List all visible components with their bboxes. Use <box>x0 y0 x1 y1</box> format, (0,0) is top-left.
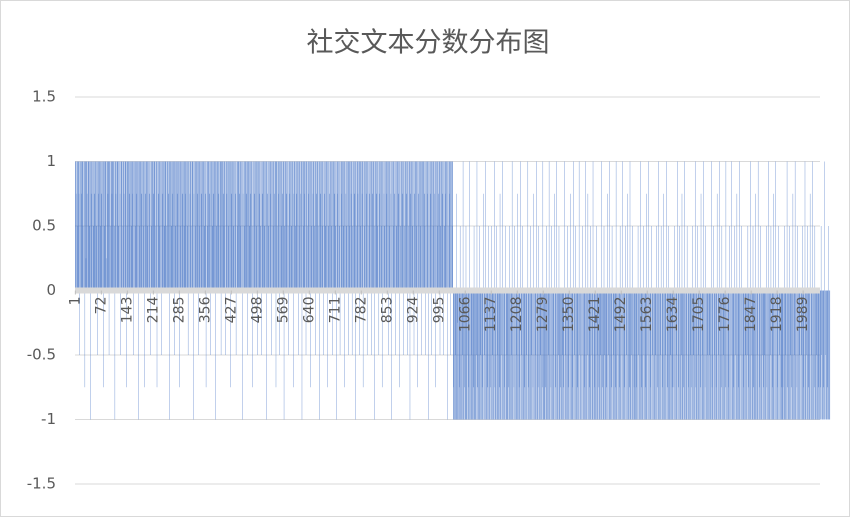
x-tick-label: 427 <box>223 297 239 324</box>
y-tick-label: 0 <box>46 281 56 299</box>
x-tick-label: 214 <box>145 296 161 323</box>
x-tick-label: 72 <box>93 297 109 315</box>
x-tick-label: 1066 <box>457 296 473 332</box>
y-tick-label: -1.5 <box>27 475 56 493</box>
x-tick-label: 1634 <box>665 296 681 332</box>
x-tick-label: 1705 <box>691 297 707 333</box>
x-tick-label: 1208 <box>509 297 525 333</box>
x-tick-label: 995 <box>431 297 447 324</box>
x-tick-label: 569 <box>275 297 291 324</box>
x-tick-label: 356 <box>197 296 213 323</box>
x-tick-label: 711 <box>327 297 343 324</box>
x-tick-label: 1279 <box>535 297 551 333</box>
x-axis: 1 72 143 214 285 356 427 498 569 640 711 782 853 924 9… <box>67 287 820 333</box>
x-tick-label: 1421 <box>587 297 603 333</box>
x-tick-label: 1137 <box>483 297 499 333</box>
x-tick-label: 640 <box>301 297 317 324</box>
x-tick-label: 1847 <box>743 297 759 333</box>
chart-title: 社交文本分数分布图 <box>307 28 550 59</box>
y-tick-label: -1 <box>41 410 56 428</box>
x-tick-label: 782 <box>353 297 369 324</box>
bars <box>75 161 831 420</box>
x-tick-label: 1492 <box>613 297 629 333</box>
x-tick-label: 1563 <box>639 297 655 333</box>
x-tick-label: 498 <box>249 297 265 324</box>
x-tick-label: 853 <box>379 297 395 324</box>
y-tick-label: 0.5 <box>32 217 56 235</box>
x-tick-label: 285 <box>171 297 187 324</box>
x-tick-label: 1 <box>67 297 83 306</box>
x-tick-label: 1776 <box>717 296 733 332</box>
y-tick-label: 1.5 <box>32 88 56 106</box>
x-tick-label: 1350 <box>561 297 577 333</box>
y-tick-label: -0.5 <box>27 346 56 364</box>
x-tick-label: 1989 <box>795 297 811 333</box>
x-tick-label: 143 <box>119 297 135 324</box>
x-tick-label: 1918 <box>769 297 785 333</box>
y-tick-label: 1 <box>46 152 56 170</box>
x-tick-label: 924 <box>405 296 421 323</box>
